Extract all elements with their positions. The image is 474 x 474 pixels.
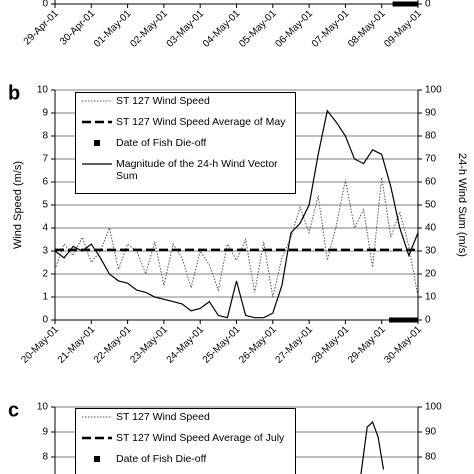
y-tick-label: 7	[42, 154, 48, 165]
panel-label: c	[8, 399, 19, 421]
y2-tick-label: 100	[425, 402, 442, 413]
y2-tick-label: 90	[425, 427, 437, 438]
y-tick-label: 8	[42, 131, 48, 142]
x-tick-label: 28-May-01	[310, 324, 352, 366]
x-tick-label: 03-May-01	[165, 8, 207, 50]
x-tick-label: 29-May-01	[346, 324, 388, 366]
legend-swatch	[94, 456, 100, 462]
legend-swatch	[82, 436, 112, 440]
panel-label: b	[8, 82, 20, 104]
legend-swatch	[94, 140, 100, 146]
y-tick-label: 8	[42, 452, 48, 463]
series-line	[54, 177, 419, 298]
x-tick-label: 22-May-01	[92, 324, 134, 366]
legend-entry: Date of Fish Die-off	[80, 137, 291, 149]
legend-entry: Magnitude of the 24-h Wind Vector Sum	[80, 158, 291, 182]
y2-tick-label: 60	[425, 177, 437, 188]
y2-tick-label: 0	[425, 0, 431, 10]
y-tick-label: 0	[42, 0, 48, 10]
x-tick-label: 05-May-01	[237, 8, 279, 50]
legend-swatch	[82, 416, 112, 418]
y2-tick-label: 10	[425, 292, 437, 303]
series-line	[54, 109, 419, 319]
legend-swatch	[82, 100, 112, 102]
legend-marker	[94, 456, 100, 462]
y-tick-label: 3	[42, 246, 48, 257]
legend-entry: ST 127 Wind Speed Average of May	[80, 116, 291, 128]
legend-entry: ST 127 Wind Speed Average of July	[80, 432, 291, 444]
y2-tick-label: 80	[425, 131, 437, 142]
y2-tick-label: 100	[425, 85, 442, 96]
y2-tick-label: 70	[425, 154, 437, 165]
legend-marker	[94, 140, 100, 146]
y-tick-label: 10	[37, 85, 49, 96]
legend-label: ST 127 Wind Speed	[116, 95, 210, 107]
legend: ST 127 Wind Speed ST 127 Wind Speed Avera…	[75, 408, 296, 474]
y2-tick-label: 0	[425, 315, 431, 326]
x-tick-label: 30-May-01	[382, 324, 424, 366]
y-tick-label: 10	[37, 402, 49, 413]
legend-label: ST 127 Wind Speed	[116, 411, 210, 423]
legend-swatch	[82, 163, 112, 165]
x-tick-label: 07-May-01	[310, 8, 352, 50]
legend-label: ST 127 Wind Speed Average of July	[116, 432, 285, 444]
x-tick-label: 20-May-01	[19, 324, 61, 366]
series-line	[360, 420, 385, 474]
legend-label: ST 127 Wind Speed Average of May	[116, 116, 286, 128]
y-tick-label: 9	[42, 108, 48, 119]
legend-label: Magnitude of the 24-h Wind Vector Sum	[116, 158, 278, 182]
y2-tick-label: 20	[425, 269, 437, 280]
legend-label: Date of Fish Die-off	[116, 137, 207, 149]
x-tick-label: 09-May-01	[382, 8, 424, 50]
y2-tick-label: 30	[425, 246, 437, 257]
y2-axis-title: 24-h Wind Sum (m/s)	[456, 153, 468, 257]
x-tick-label: 08-May-01	[346, 8, 388, 50]
x-tick-label: 26-May-01	[237, 324, 279, 366]
x-tick-label: 23-May-01	[128, 324, 170, 366]
legend-swatch	[82, 120, 112, 124]
x-tick-label: 27-May-01	[274, 324, 316, 366]
y2-tick-label: 50	[425, 200, 437, 211]
y2-tick-label: 40	[425, 223, 437, 234]
x-tick-label: 02-May-01	[128, 8, 170, 50]
y-tick-label: 6	[42, 177, 48, 188]
y-tick-label: 2	[42, 269, 48, 280]
x-tick-label: 04-May-01	[201, 8, 243, 50]
legend-entry: Date of Fish Die-off	[80, 453, 291, 465]
legend: ST 127 Wind Speed ST 127 Wind Speed Avera…	[75, 92, 296, 194]
legend-label: Date of Fish Die-off	[116, 453, 207, 465]
y-tick-label: 9	[42, 427, 48, 438]
x-tick-label: 29-Apr-01	[22, 8, 62, 48]
x-tick-label: 21-May-01	[56, 324, 98, 366]
y-tick-label: 5	[42, 200, 48, 211]
x-tick-label: 25-May-01	[201, 324, 243, 366]
y2-tick-label: 90	[425, 108, 437, 119]
y-tick-label: 1	[42, 292, 48, 303]
y-axis-title: Wind Speed (m/s)	[12, 161, 24, 249]
y-tick-label: 0	[42, 315, 48, 326]
x-tick-label: 01-May-01	[92, 8, 134, 50]
y-tick-label: 4	[42, 223, 48, 234]
legend-entry: ST 127 Wind Speed	[80, 95, 291, 107]
x-tick-label: 06-May-01	[274, 8, 316, 50]
x-tick-label: 24-May-01	[165, 324, 207, 366]
y2-tick-label: 80	[425, 452, 437, 463]
legend-entry: ST 127 Wind Speed	[80, 411, 291, 423]
